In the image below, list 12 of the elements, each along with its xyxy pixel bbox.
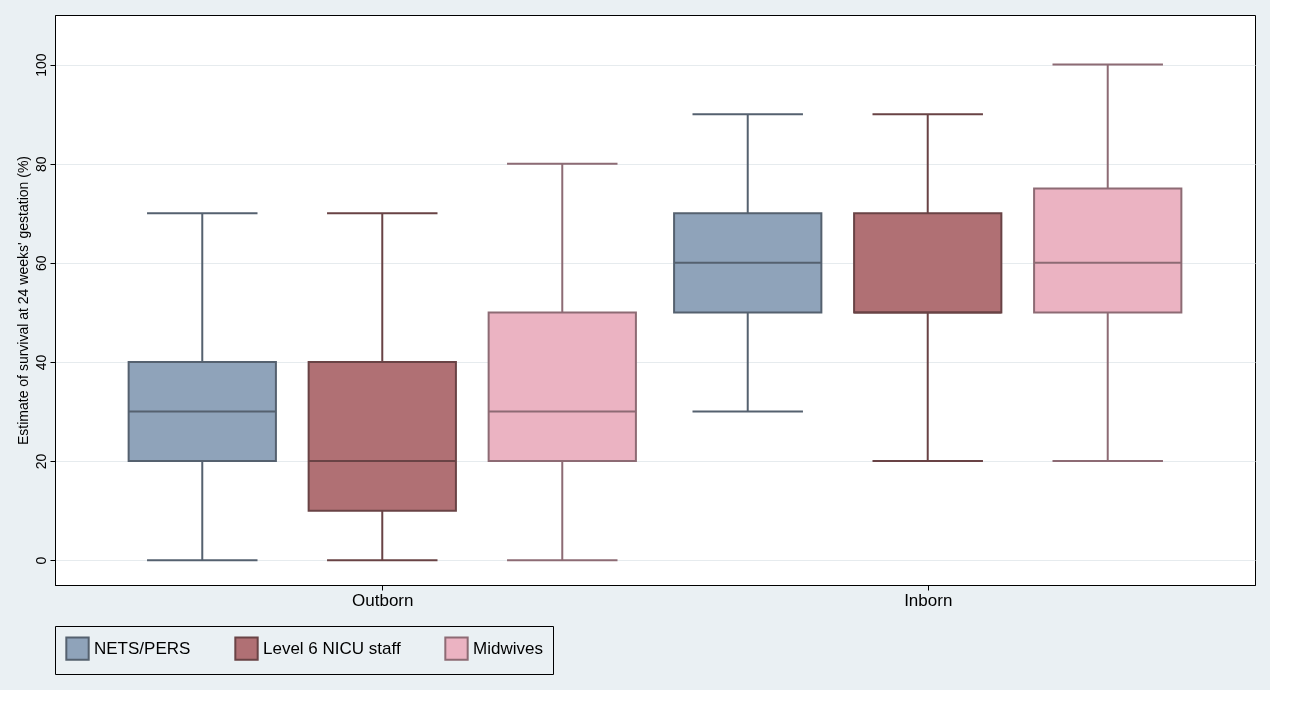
y-tick-label: 0 [32,556,49,565]
y-tick-label: 40 [32,354,49,371]
y-tick-label: 80 [32,156,49,172]
x-tick-label: Outborn [352,590,414,610]
legend-label: Level 6 NICU staff [263,638,401,658]
legend-label: NETS/PERS [94,638,191,658]
y-axis-title: Estimate of survival at 24 weeks' gestation (%) [14,155,31,446]
y-tick-label: 60 [32,255,49,272]
legend-label: Midwives [473,638,543,658]
x-tick-label: Inborn [904,590,953,610]
y-tick-label: 100 [32,53,49,77]
y-tick-label: 20 [32,453,49,470]
